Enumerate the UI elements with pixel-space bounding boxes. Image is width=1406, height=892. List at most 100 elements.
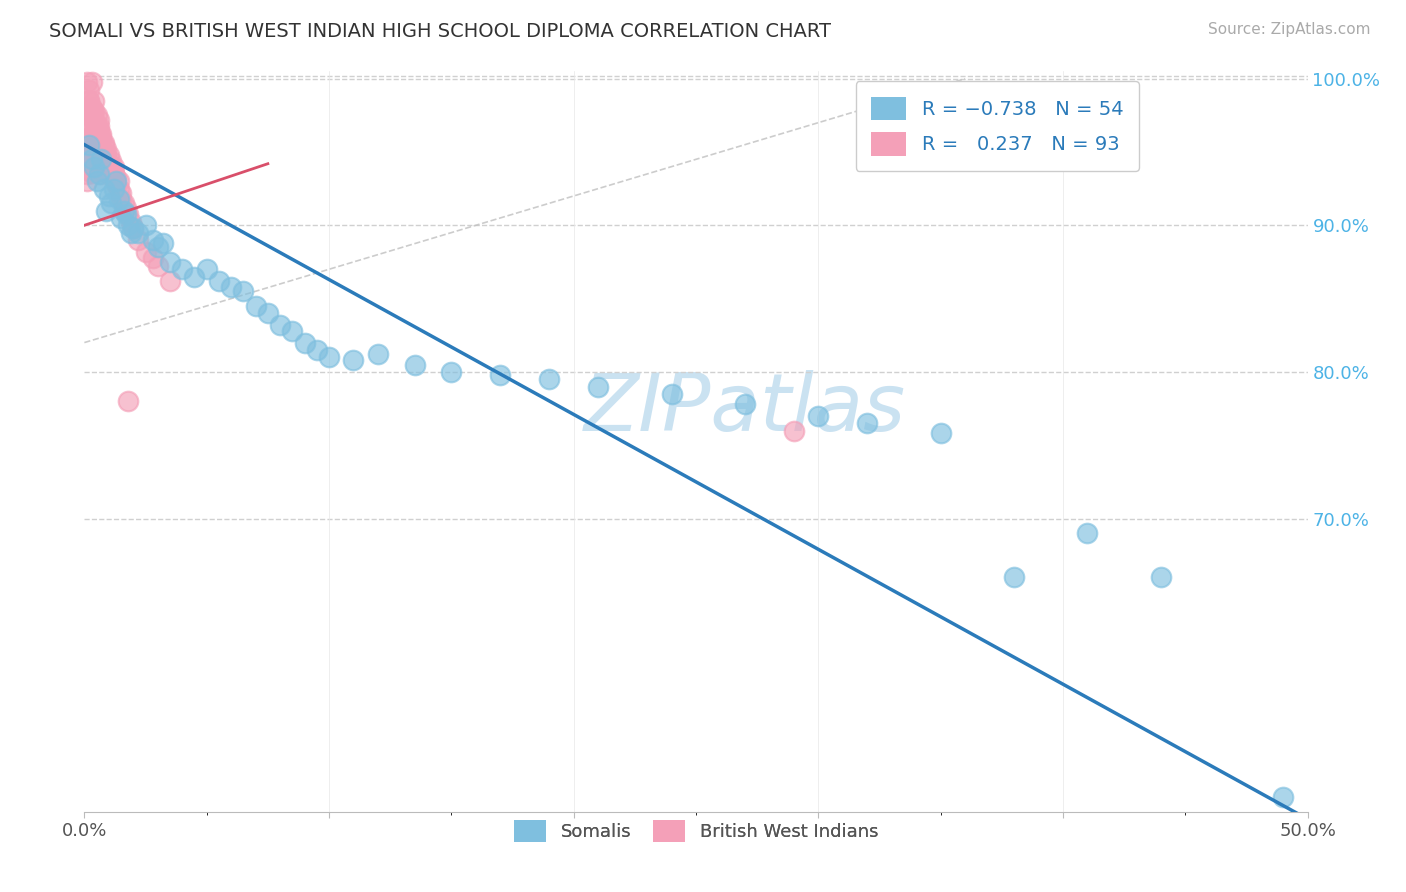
Point	[100, 162, 122, 177]
Point	[97, 157, 120, 171]
Point	[96, 142, 118, 156]
Point	[77, 130, 100, 145]
Point	[245, 299, 267, 313]
Point	[76, 75, 98, 89]
Point	[77, 142, 100, 156]
Point	[1272, 790, 1295, 805]
Point	[146, 240, 169, 254]
Point	[77, 123, 100, 137]
Point	[77, 94, 100, 108]
Point	[97, 148, 120, 162]
Point	[269, 318, 291, 332]
Text: SOMALI VS BRITISH WEST INDIAN HIGH SCHOOL DIPLOMA CORRELATION CHART: SOMALI VS BRITISH WEST INDIAN HIGH SCHOO…	[49, 22, 831, 41]
Point	[97, 167, 120, 181]
Point	[107, 181, 129, 195]
Point	[404, 358, 426, 372]
Point	[103, 160, 125, 174]
Point	[77, 108, 100, 122]
Text: Source: ZipAtlas.com: Source: ZipAtlas.com	[1208, 22, 1371, 37]
Point	[97, 157, 120, 171]
Point	[661, 387, 683, 401]
Point	[96, 153, 118, 167]
Point	[83, 116, 105, 130]
Point	[122, 221, 145, 235]
Point	[93, 181, 115, 195]
Legend: Somalis, British West Indians: Somalis, British West Indians	[505, 811, 887, 851]
Point	[76, 148, 98, 162]
Point	[856, 416, 879, 430]
Point	[318, 350, 340, 364]
Point	[93, 137, 115, 152]
Point	[80, 139, 103, 153]
Point	[105, 174, 128, 188]
Point	[127, 226, 149, 240]
Point	[107, 192, 129, 206]
Point	[93, 136, 115, 151]
Point	[90, 128, 112, 142]
Point	[86, 130, 108, 145]
Point	[83, 160, 105, 174]
Point	[195, 262, 218, 277]
Point	[90, 167, 112, 181]
Point	[86, 123, 108, 137]
Point	[76, 174, 98, 188]
Point	[86, 157, 108, 171]
Point	[172, 262, 194, 277]
Point	[120, 215, 142, 229]
Point	[83, 94, 105, 108]
Point	[586, 379, 609, 393]
Point	[83, 128, 105, 142]
Point	[93, 162, 115, 177]
Point	[367, 347, 389, 361]
Point	[83, 160, 105, 174]
Point	[76, 157, 98, 171]
Text: ZIPatlas: ZIPatlas	[583, 369, 905, 448]
Point	[281, 324, 304, 338]
Point	[83, 148, 105, 162]
Point	[107, 174, 129, 188]
Point	[142, 251, 165, 265]
Point	[96, 203, 118, 218]
Point	[110, 192, 132, 206]
Point	[77, 162, 100, 177]
Point	[159, 274, 181, 288]
Point	[80, 153, 103, 167]
Point	[208, 274, 231, 288]
Point	[87, 160, 110, 174]
Point	[929, 426, 952, 441]
Point	[80, 165, 103, 179]
Point	[86, 119, 108, 133]
Point	[103, 167, 125, 181]
Point	[734, 397, 756, 411]
Point	[257, 306, 280, 320]
Point	[93, 145, 115, 159]
Point	[807, 409, 830, 423]
Point	[115, 201, 138, 215]
Point	[783, 424, 806, 438]
Point	[97, 189, 120, 203]
Point	[87, 112, 110, 127]
Point	[117, 219, 139, 233]
Point	[127, 233, 149, 247]
Point	[76, 167, 98, 181]
Point	[219, 280, 242, 294]
Point	[77, 94, 100, 108]
Point	[112, 196, 135, 211]
Point	[105, 171, 128, 186]
Point	[146, 260, 169, 274]
Point	[1002, 570, 1025, 584]
Point	[122, 221, 145, 235]
Point	[1076, 526, 1098, 541]
Point	[80, 101, 103, 115]
Point	[112, 203, 135, 218]
Point	[90, 153, 112, 168]
Point	[142, 233, 165, 247]
Point	[80, 75, 103, 89]
Point	[100, 162, 122, 177]
Point	[77, 137, 100, 152]
Point	[110, 186, 132, 200]
Point	[96, 160, 118, 174]
Point	[90, 130, 112, 145]
Point	[135, 219, 157, 233]
Point	[86, 174, 108, 188]
